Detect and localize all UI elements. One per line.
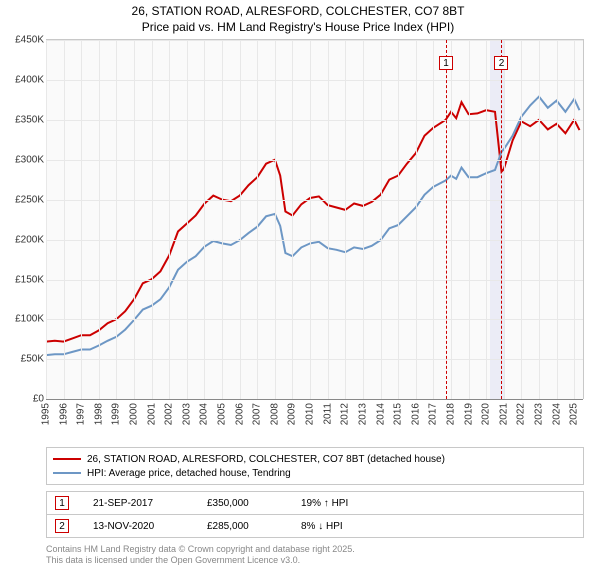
y-axis-label: £50K xyxy=(4,354,44,365)
x-axis-label: 1995 xyxy=(41,403,52,425)
y-axis-label: £450K xyxy=(4,35,44,46)
x-axis-label: 2011 xyxy=(322,403,333,425)
x-axis-label: 2005 xyxy=(217,403,228,425)
legend-row: 26, STATION ROAD, ALRESFORD, COLCHESTER,… xyxy=(53,452,577,466)
x-axis-label: 2007 xyxy=(252,403,263,425)
x-axis-label: 2019 xyxy=(463,403,474,425)
datapoint-delta: 19% ↑ HPI xyxy=(301,498,348,509)
y-axis-label: £100K xyxy=(4,314,44,325)
x-axis-label: 2024 xyxy=(551,403,562,425)
plot-area: £0£50K£100K£150K£200K£250K£300K£350K£400… xyxy=(46,39,584,399)
x-axis-label: 2018 xyxy=(445,403,456,425)
x-axis-label: 1997 xyxy=(76,403,87,425)
x-axis-label: 2014 xyxy=(375,403,386,425)
x-axis-label: 1999 xyxy=(111,403,122,425)
y-axis-label: £250K xyxy=(4,194,44,205)
y-axis-label: £400K xyxy=(4,75,44,86)
x-axis-label: 2008 xyxy=(269,403,280,425)
footer-line-2: This data is licensed under the Open Gov… xyxy=(46,555,584,566)
y-axis-label: £150K xyxy=(4,274,44,285)
y-axis-label: £350K xyxy=(4,114,44,125)
x-axis-label: 2002 xyxy=(164,403,175,425)
x-axis-label: 2009 xyxy=(287,403,298,425)
y-axis-label: £200K xyxy=(4,234,44,245)
datapoint-index: 2 xyxy=(55,519,69,533)
x-axis-label: 2025 xyxy=(569,403,580,425)
x-axis-label: 2003 xyxy=(181,403,192,425)
marker-box: 2 xyxy=(494,56,508,70)
x-axis-label: 2023 xyxy=(533,403,544,425)
x-axis-label: 1998 xyxy=(93,403,104,425)
datapoint-price: £350,000 xyxy=(207,498,277,509)
x-axis-label: 2017 xyxy=(428,403,439,425)
marker-box: 1 xyxy=(439,56,453,70)
x-axis-label: 2001 xyxy=(146,403,157,425)
datapoint-row: 2 13-NOV-2020 £285,000 8% ↓ HPI xyxy=(47,515,583,537)
legend-swatch xyxy=(53,472,81,474)
x-axis-label: 2006 xyxy=(234,403,245,425)
legend: 26, STATION ROAD, ALRESFORD, COLCHESTER,… xyxy=(46,447,584,485)
y-axis-label: £300K xyxy=(4,154,44,165)
x-axis-label: 1996 xyxy=(58,403,69,425)
x-axis-label: 2021 xyxy=(498,403,509,425)
footer-line-1: Contains HM Land Registry data © Crown c… xyxy=(46,544,584,555)
x-axis-label: 2020 xyxy=(481,403,492,425)
datapoint-date: 13-NOV-2020 xyxy=(93,521,183,532)
title-line-1: 26, STATION ROAD, ALRESFORD, COLCHESTER,… xyxy=(4,4,592,20)
x-axis-label: 2022 xyxy=(516,403,527,425)
x-axis-label: 2015 xyxy=(393,403,404,425)
legend-row: HPI: Average price, detached house, Tend… xyxy=(53,466,577,480)
x-axis-label: 2004 xyxy=(199,403,210,425)
x-axis-label: 2013 xyxy=(357,403,368,425)
x-axis-labels: 1995199619971998199920002001200220032004… xyxy=(46,399,584,439)
datapoints-table: 1 21-SEP-2017 £350,000 19% ↑ HPI 2 13-NOV-202… xyxy=(46,491,584,538)
legend-label: HPI: Average price, detached house, Tend… xyxy=(87,468,291,479)
chart-container: 26, STATION ROAD, ALRESFORD, COLCHESTER,… xyxy=(0,0,600,571)
legend-label: 26, STATION ROAD, ALRESFORD, COLCHESTER,… xyxy=(87,454,445,465)
footer: Contains HM Land Registry data © Crown c… xyxy=(46,544,584,567)
x-axis-label: 2000 xyxy=(129,403,140,425)
marker-line xyxy=(446,40,447,399)
datapoint-index: 1 xyxy=(55,496,69,510)
x-axis-label: 2016 xyxy=(410,403,421,425)
marker-line xyxy=(501,40,502,399)
y-axis-label: £0 xyxy=(4,394,44,405)
series-line xyxy=(46,97,580,356)
title-line-2: Price paid vs. HM Land Registry's House … xyxy=(4,20,592,36)
datapoint-row: 1 21-SEP-2017 £350,000 19% ↑ HPI xyxy=(47,492,583,515)
x-axis-label: 2012 xyxy=(340,403,351,425)
series-line xyxy=(46,102,580,341)
legend-swatch xyxy=(53,458,81,460)
datapoint-price: £285,000 xyxy=(207,521,277,532)
datapoint-delta: 8% ↓ HPI xyxy=(301,521,343,532)
chart-title: 26, STATION ROAD, ALRESFORD, COLCHESTER,… xyxy=(4,4,592,35)
x-axis-label: 2010 xyxy=(305,403,316,425)
datapoint-date: 21-SEP-2017 xyxy=(93,498,183,509)
